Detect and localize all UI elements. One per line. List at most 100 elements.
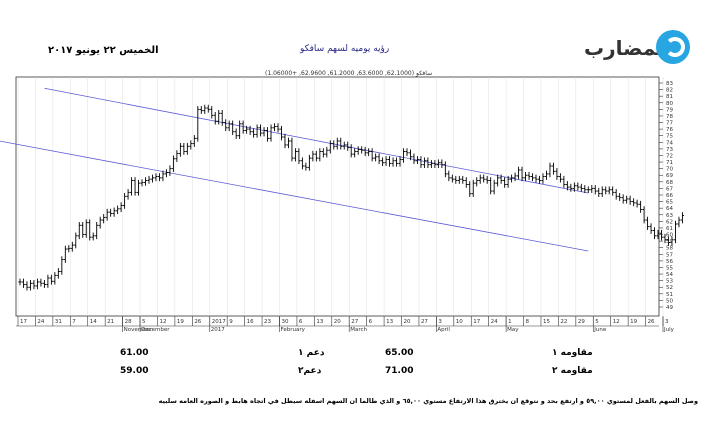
- chart-legend: سافكو (62.1000, 63.6000, 61.2000, 62.960…: [265, 70, 433, 77]
- y-tick-label-22: 71: [666, 160, 673, 166]
- y-tick-label-18: 67: [666, 186, 673, 192]
- x-tick-label-24: 3: [438, 319, 442, 325]
- y-tick-label-25: 74: [666, 140, 673, 146]
- resistance-2-value: 71.00: [385, 366, 414, 376]
- y-tick-label-27: 76: [666, 127, 673, 133]
- x-tick-label-7: 5: [142, 319, 146, 325]
- resistance-1-value: 65.00: [385, 348, 414, 358]
- y-tick-label-11: 60: [666, 233, 673, 239]
- x-tick-label-26: 17: [473, 319, 480, 325]
- month-label-1: December: [141, 327, 170, 333]
- x-tick-label-18: 20: [334, 319, 341, 325]
- x-tick-label-3: 7: [72, 319, 76, 325]
- y-tick-label-3: 52: [666, 285, 673, 291]
- y-tick-label-5: 54: [666, 272, 673, 278]
- chart-title: رؤيه يوميه لسهم سافكو: [300, 44, 390, 54]
- y-tick-label-9: 58: [666, 246, 673, 252]
- report-date: الخميس ٢٢ يونيو ٢٠١٧: [48, 45, 159, 56]
- y-tick-label-20: 69: [666, 173, 673, 179]
- x-tick-label-31: 22: [560, 319, 567, 325]
- x-tick-label-5: 21: [107, 319, 114, 325]
- support-1-value: 61.00: [120, 348, 149, 358]
- x-tick-label-13: 16: [247, 319, 254, 325]
- support-2-label: دعم٢: [298, 366, 322, 376]
- channel-lower-line: [0, 140, 589, 252]
- y-tick-label-17: 66: [666, 193, 673, 199]
- month-label-8: July: [663, 327, 675, 333]
- support-1-label: دعم ١: [298, 348, 325, 358]
- x-tick-label-34: 12: [613, 319, 620, 325]
- resistance-1-label: مقاومه ١: [552, 348, 593, 358]
- y-tick-label-29: 78: [666, 114, 673, 120]
- x-tick-label-35: 19: [630, 319, 637, 325]
- analysis-note: وصل السهم بالفعل لمستوي ٥٩,٠٠ و ارتفع بح…: [158, 397, 698, 405]
- x-tick-label-1: 24: [37, 319, 44, 325]
- x-tick-label-21: 13: [386, 319, 393, 325]
- x-axis: 17 24 31 7 14 21 28 5 12 19 26 2017 9 16 23 30 6 13 20 27 6 1…: [16, 316, 675, 333]
- brand-logo: المضارب: [584, 28, 696, 70]
- y-tick-label-26: 75: [666, 134, 673, 140]
- x-tick-label-6: 28: [125, 319, 132, 325]
- y-tick-label-1: 50: [666, 298, 673, 304]
- x-tick-label-11: 2017: [212, 319, 226, 325]
- month-label-7: June: [593, 327, 607, 333]
- y-tick-label-23: 72: [666, 153, 673, 159]
- x-tick-label-36: 26: [648, 319, 655, 325]
- y-tick-label-15: 64: [666, 206, 673, 212]
- x-tick-label-9: 19: [177, 319, 184, 325]
- y-tick-label-33: 82: [666, 88, 673, 94]
- y-tick-label-13: 62: [666, 219, 673, 225]
- x-tick-label-14: 23: [264, 319, 271, 325]
- x-tick-label-2: 31: [55, 319, 62, 325]
- y-tick-label-0: 49: [666, 305, 673, 311]
- y-tick-label-12: 61: [666, 226, 673, 232]
- x-tick-label-25: 10: [456, 319, 463, 325]
- resistance-2-label: مقاومه ٢: [552, 366, 593, 376]
- month-label-5: April: [437, 327, 450, 333]
- x-tick-label-20: 6: [369, 319, 373, 325]
- x-tick-label-10: 26: [194, 319, 201, 325]
- y-tick-label-21: 70: [666, 167, 673, 173]
- x-tick-label-15: 30: [281, 319, 288, 325]
- month-label-0: November: [124, 327, 153, 333]
- y-tick-label-24: 73: [666, 147, 673, 153]
- y-tick-label-10: 59: [666, 239, 673, 245]
- y-tick-label-19: 68: [666, 180, 673, 186]
- x-tick-label-16: 6: [299, 319, 303, 325]
- x-tick-label-12: 9: [229, 319, 233, 325]
- y-tick-label-14: 63: [666, 213, 673, 219]
- y-tick-label-32: 81: [666, 94, 673, 100]
- y-tick-label-2: 51: [666, 292, 673, 298]
- y-tick-label-4: 53: [666, 279, 673, 285]
- support-2-value: 59.00: [120, 366, 149, 376]
- y-tick-label-28: 77: [666, 121, 673, 127]
- month-label-3: February: [280, 327, 305, 333]
- x-tick-label-23: 27: [421, 319, 428, 325]
- x-tick-label-8: 12: [159, 319, 166, 325]
- y-tick-label-8: 57: [666, 252, 673, 258]
- y-tick-label-30: 79: [666, 107, 673, 113]
- x-tick-label-22: 20: [404, 319, 411, 325]
- y-tick-label-16: 65: [666, 200, 673, 206]
- y-tick-label-6: 55: [666, 265, 673, 271]
- month-label-4: March: [350, 327, 367, 333]
- y-tick-label-34: 83: [666, 81, 673, 87]
- price-bars: [18, 104, 685, 291]
- x-tick-label-33: 5: [595, 319, 599, 325]
- y-tick-label-7: 56: [666, 259, 673, 265]
- y-axis: 4950515253545556575859606162636465666768…: [659, 81, 673, 311]
- month-label-2: 2017: [211, 327, 225, 333]
- x-tick-label-28: 1: [508, 319, 512, 325]
- x-tick-label-19: 27: [351, 319, 358, 325]
- price-chart: 4950515253545556575859606162636465666768…: [0, 76, 685, 333]
- x-tick-label-4: 14: [90, 319, 97, 325]
- x-tick-label-30: 15: [543, 319, 550, 325]
- y-tick-label-31: 80: [666, 101, 673, 107]
- x-tick-label-17: 13: [316, 319, 323, 325]
- logo-icon: [656, 30, 690, 64]
- x-tick-label-32: 29: [578, 319, 585, 325]
- plot-area: [15, 76, 660, 317]
- x-tick-label-27: 24: [491, 319, 498, 325]
- month-label-6: May: [507, 327, 519, 333]
- x-tick-label-37: 3: [665, 319, 669, 325]
